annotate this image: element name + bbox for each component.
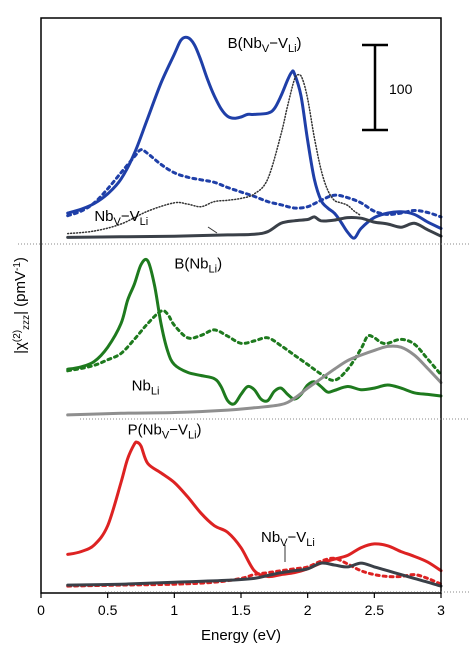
- annotation-bottom-1: NbV​−VLi​: [261, 529, 315, 549]
- panel-middle: B(NbLi​) NbLi​: [66, 256, 443, 417]
- series-line-top-0: [66, 35, 443, 240]
- series-line-top-3: [66, 215, 443, 239]
- x-tick-label-0: 0: [37, 602, 45, 618]
- series-line-top-2: [66, 73, 362, 235]
- x-tick-label-1: 0.5: [98, 602, 118, 618]
- series-line-bottom-0: [66, 440, 443, 579]
- x-tick-label-2: 1: [170, 602, 178, 618]
- x-axis: 0 0.5 1 1.5 2 2.5 3: [37, 593, 445, 618]
- plot-border: [40, 17, 442, 594]
- series-line-bottom-2: [66, 561, 443, 588]
- annotation-leader-top: [207, 226, 218, 234]
- series-line-middle-2: [66, 344, 443, 417]
- annotation-top-1: NbV​−VLi​: [94, 208, 148, 228]
- plot-frame: [18, 17, 469, 594]
- y-axis-title: |χ(2)zzz| (pmV-1): [12, 257, 32, 354]
- x-tick-label-3: 1.5: [231, 602, 251, 618]
- panel-bottom: P(NbV​−VLi​) NbV​−VLi​: [66, 422, 443, 588]
- panels-layer: B(NbV​−VLi​) NbV​−VLi​ B(NbLi​) NbLi​ P(NbV​…: [66, 35, 443, 588]
- annotation-middle-1: NbLi​: [132, 377, 160, 397]
- series-line-middle-1: [66, 309, 443, 382]
- x-axis-title: Energy (eV): [201, 627, 281, 644]
- annotation-middle-0: B(NbLi​): [174, 256, 222, 276]
- annotation-bottom-0: P(NbV​−VLi​): [128, 422, 202, 442]
- series-line-top-1: [66, 148, 443, 219]
- x-tick-label-5: 2.5: [365, 602, 385, 618]
- panel-top: B(NbV​−VLi​) NbV​−VLi​: [66, 35, 443, 240]
- annotation-top-0: B(NbV​−VLi​): [228, 35, 302, 55]
- scale-bar: 100: [362, 43, 413, 132]
- scale-bar-label: 100: [389, 81, 413, 97]
- x-tick-label-4: 2: [304, 602, 312, 618]
- series-line-middle-0: [66, 257, 443, 406]
- x-tick-label-6: 3: [437, 602, 445, 618]
